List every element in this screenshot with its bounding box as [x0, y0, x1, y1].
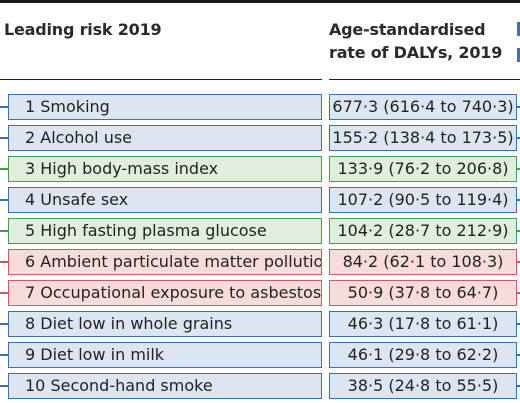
row-connector-mid — [322, 230, 329, 232]
row-connector-right — [517, 292, 520, 294]
table-row: 8 Diet low in whole grains 46·3 (17·8 to … — [0, 311, 520, 337]
risk-label: 8 Diet low in whole grains — [8, 311, 322, 337]
row-connector-right — [517, 385, 520, 387]
next-column-edge-marker — [517, 48, 520, 62]
table-row: 4 Unsafe sex 107·2 (90·5 to 119·4) — [0, 187, 520, 213]
table-row: 10 Second-hand smoke 38·5 (24·8 to 55·5) — [0, 373, 520, 399]
row-connector-mid — [322, 106, 329, 108]
row-connector-right — [517, 354, 520, 356]
row-connector-left — [0, 323, 8, 325]
row-connector-mid — [322, 354, 329, 356]
table-row: 6 Ambient particulate matter pollution 84… — [0, 249, 520, 275]
rate-value: 46·1 (29·8 to 62·2) — [329, 342, 517, 368]
rate-value: 155·2 (138·4 to 173·5) — [329, 125, 517, 151]
row-connector-left — [0, 292, 8, 294]
row-connector-left — [0, 354, 8, 356]
table-row: 2 Alcohol use 155·2 (138·4 to 173·5) — [0, 125, 520, 151]
row-connector-right — [517, 323, 520, 325]
rate-value: 104·2 (28·7 to 212·9) — [329, 218, 517, 244]
rate-value: 38·5 (24·8 to 55·5) — [329, 373, 517, 399]
row-connector-left — [0, 137, 8, 139]
row-connector-right — [517, 106, 520, 108]
row-connector-mid — [322, 385, 329, 387]
row-connector-mid — [322, 168, 329, 170]
table-row: 3 High body-mass index 133·9 (76·2 to 206… — [0, 156, 520, 182]
risk-label: 6 Ambient particulate matter pollution — [8, 249, 322, 275]
table-row: 7 Occupational exposure to asbestos 50·9 … — [0, 280, 520, 306]
row-connector-mid — [322, 323, 329, 325]
risk-label: 5 High fasting plasma glucose — [8, 218, 322, 244]
rate-value: 50·9 (37·8 to 64·7) — [329, 280, 517, 306]
column-header-rate: Age-standardised rate of DALYs, 2019 — [329, 20, 503, 62]
risk-label: 3 High body-mass index — [8, 156, 322, 182]
risk-label: 1 Smoking — [8, 94, 322, 120]
header-rule-right — [329, 79, 520, 80]
header-rule-left — [0, 79, 322, 80]
risk-label: 10 Second-hand smoke — [8, 373, 322, 399]
row-connector-left — [0, 199, 8, 201]
risk-label: 9 Diet low in milk — [8, 342, 322, 368]
row-connector-left — [0, 106, 8, 108]
row-connector-left — [0, 261, 8, 263]
next-column-edge-marker — [517, 22, 520, 36]
table-row: 5 High fasting plasma glucose 104·2 (28·7… — [0, 218, 520, 244]
row-connector-left — [0, 168, 8, 170]
rate-value: 677·3 (616·4 to 740·3) — [329, 94, 517, 120]
risk-label: 4 Unsafe sex — [8, 187, 322, 213]
row-connector-right — [517, 261, 520, 263]
rate-value: 84·2 (62·1 to 108·3) — [329, 249, 517, 275]
row-connector-mid — [322, 137, 329, 139]
row-connector-right — [517, 199, 520, 201]
rate-value: 107·2 (90·5 to 119·4) — [329, 187, 517, 213]
rate-value: 133·9 (76·2 to 206·8) — [329, 156, 517, 182]
row-connector-left — [0, 385, 8, 387]
row-connector-mid — [322, 199, 329, 201]
row-connector-mid — [322, 261, 329, 263]
row-connector-right — [517, 230, 520, 232]
rate-value: 46·3 (17·8 to 61·1) — [329, 311, 517, 337]
risk-label: 7 Occupational exposure to asbestos — [8, 280, 322, 306]
table-row: 9 Diet low in milk 46·1 (29·8 to 62·2) — [0, 342, 520, 368]
row-connector-mid — [322, 292, 329, 294]
row-connector-right — [517, 137, 520, 139]
table-row: 1 Smoking 677·3 (616·4 to 740·3) — [0, 94, 520, 120]
top-rule — [0, 0, 520, 3]
row-connector-right — [517, 168, 520, 170]
row-connector-left — [0, 230, 8, 232]
risk-label: 2 Alcohol use — [8, 125, 322, 151]
column-header-risk: Leading risk 2019 — [4, 20, 162, 39]
